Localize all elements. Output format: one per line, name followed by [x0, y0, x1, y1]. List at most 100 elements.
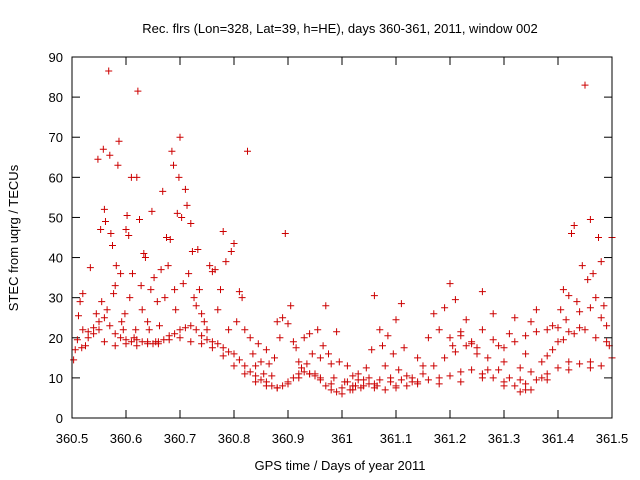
- data-point: [84, 334, 92, 342]
- plot-frame: [71, 56, 613, 419]
- data-point: [576, 308, 584, 316]
- data-point: [84, 328, 92, 336]
- data-point: [179, 280, 187, 288]
- data-point: [284, 320, 292, 328]
- data-point: [134, 87, 142, 95]
- data-point: [284, 380, 292, 388]
- data-point: [392, 382, 400, 390]
- data-point: [173, 209, 181, 217]
- data-point: [597, 362, 605, 370]
- data-point: [153, 298, 161, 306]
- data-point: [119, 326, 127, 334]
- data-point: [349, 386, 357, 394]
- data-point: [522, 350, 530, 358]
- data-point: [532, 328, 540, 336]
- x-tick-label: 361.4: [542, 431, 575, 446]
- data-point: [273, 384, 281, 392]
- data-point: [500, 382, 508, 390]
- data-point: [183, 201, 191, 209]
- data-point: [559, 336, 567, 344]
- data-point: [557, 306, 565, 314]
- data-point: [132, 326, 140, 334]
- data-point: [335, 358, 343, 366]
- data-point: [123, 211, 131, 219]
- data-point: [170, 161, 178, 169]
- data-point: [522, 380, 530, 388]
- y-tick-label: 30: [49, 291, 63, 306]
- data-point: [505, 330, 513, 338]
- data-point: [505, 374, 513, 382]
- data-point: [192, 326, 200, 334]
- data-point: [121, 310, 129, 318]
- data-point: [478, 326, 486, 334]
- data-point: [145, 326, 153, 334]
- data-point: [403, 382, 411, 390]
- data-point: [511, 314, 519, 322]
- data-point: [138, 306, 146, 314]
- data-point: [176, 326, 184, 334]
- data-point: [295, 358, 303, 366]
- data-point: [327, 380, 335, 388]
- data-point: [111, 282, 119, 290]
- data-point: [325, 350, 332, 358]
- data-point: [532, 306, 540, 314]
- data-point: [118, 318, 126, 326]
- data-point: [241, 326, 249, 334]
- data-point: [384, 332, 392, 340]
- data-point: [389, 350, 397, 358]
- data-point: [95, 318, 103, 326]
- data-point: [79, 290, 87, 298]
- data-point: [446, 334, 454, 342]
- data-point: [478, 288, 486, 296]
- data-point: [171, 286, 179, 294]
- data-point: [230, 240, 238, 248]
- data-point: [419, 370, 427, 378]
- y-tick-label: 60: [49, 170, 63, 185]
- data-point: [287, 302, 295, 310]
- data-point: [133, 336, 141, 344]
- data-point: [576, 324, 584, 332]
- data-point: [370, 292, 378, 300]
- data-point: [559, 286, 567, 294]
- data-point: [168, 147, 176, 155]
- data-point: [511, 382, 519, 390]
- data-point: [387, 378, 395, 386]
- data-point: [111, 330, 119, 338]
- data-point: [90, 330, 98, 338]
- data-point: [527, 368, 535, 376]
- data-point: [159, 187, 167, 195]
- data-point: [219, 227, 227, 235]
- data-point: [78, 344, 86, 352]
- data-point: [311, 372, 319, 380]
- data-point: [562, 316, 570, 324]
- data-point: [198, 332, 206, 340]
- data-point: [214, 306, 222, 314]
- x-tick-label: 360.8: [218, 431, 251, 446]
- axis-ticks: [71, 56, 613, 419]
- data-point: [117, 334, 125, 342]
- data-point: [565, 328, 573, 336]
- data-point: [462, 342, 470, 350]
- data-point: [446, 280, 454, 288]
- data-point: [187, 219, 195, 227]
- data-point: [403, 372, 411, 380]
- data-point: [543, 376, 551, 384]
- data-point: [150, 274, 158, 282]
- data-point: [198, 340, 206, 348]
- data-point: [100, 338, 108, 346]
- data-point: [292, 344, 300, 352]
- data-point: [157, 266, 165, 274]
- data-point: [257, 358, 265, 366]
- data-point: [511, 338, 519, 346]
- data-point: [235, 356, 243, 364]
- data-point: [414, 380, 422, 388]
- data-point: [303, 360, 311, 368]
- data-point: [586, 364, 594, 372]
- y-axis-label: STEC from uqrg / TECUs: [6, 164, 21, 311]
- data-point: [395, 366, 403, 374]
- data-point: [584, 276, 592, 284]
- data-point: [314, 326, 322, 334]
- data-point: [400, 344, 408, 352]
- data-point: [235, 288, 243, 296]
- data-point: [538, 358, 546, 366]
